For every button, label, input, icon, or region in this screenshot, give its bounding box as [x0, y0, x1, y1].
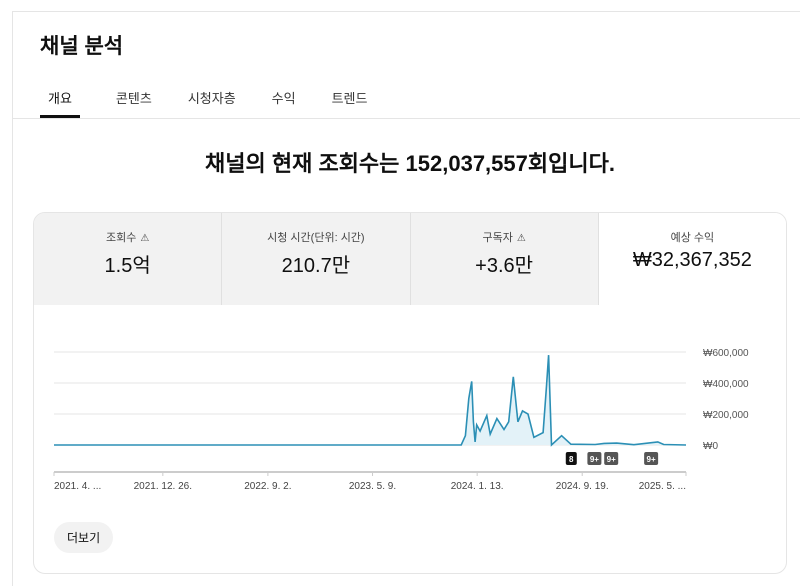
annotation-marker: [565, 452, 577, 465]
metric-value: 1.5억: [104, 255, 151, 277]
tab-audience[interactable]: 시청자층: [187, 91, 236, 106]
metric-label: 구독자: [482, 232, 513, 244]
metric-watch-time[interactable]: 시청 시간(단위: 시간) 210.7만: [222, 213, 411, 305]
tab-bar: 개요 콘텐츠 시청자층 수익 트렌드: [40, 88, 403, 118]
warning-icon: ⚠: [140, 233, 150, 244]
annotation-label: 9+: [647, 455, 656, 464]
metric-value: 210.7만: [281, 255, 351, 277]
metric-subscribers[interactable]: 구독자 ⚠ +3.6만: [410, 213, 599, 305]
metric-value: ₩32,367,352: [632, 249, 752, 271]
y-tick-label: ₩200,000: [703, 410, 749, 421]
analytics-card: 조회수 ⚠ 1.5억 시청 시간(단위: 시간) 210.7만 구독자 ⚠ +3.6…: [33, 212, 787, 574]
annotation-label: 9+: [607, 455, 616, 464]
annotation-marker: [604, 452, 619, 465]
metric-value: +3.6만: [475, 255, 534, 277]
warning-icon: ⚠: [516, 233, 526, 244]
metric-label: 시청 시간(단위: 시간): [267, 232, 365, 244]
sidebar-border: [12, 11, 13, 586]
more-button[interactable]: 더보기: [54, 522, 114, 553]
headline: 채널의 현재 조회수는 152,037,557회입니다.: [205, 151, 615, 176]
tab-trends[interactable]: 트렌드: [331, 91, 368, 106]
tab-content[interactable]: 콘텐츠: [115, 91, 152, 106]
x-tick-label: 2022. 9. 2.: [244, 481, 291, 492]
metric-views[interactable]: 조회수 ⚠ 1.5억: [34, 213, 223, 305]
x-tick-label: 2024. 1. 13.: [451, 481, 504, 492]
series-line: [54, 355, 687, 447]
series-area: [54, 355, 686, 445]
annotation-label: 8: [569, 455, 574, 464]
page-title: 채널 분석: [40, 35, 124, 58]
metric-label: 조회수: [105, 232, 137, 244]
top-border: [12, 11, 800, 12]
metric-estimated-revenue[interactable]: 예상 수익 ₩32,367,352: [598, 213, 786, 305]
x-tick-label: 2021. 4. ...: [54, 481, 101, 492]
x-tick-label: 2021. 12. 26.: [134, 481, 192, 492]
annotation-marker: [644, 452, 659, 465]
tab-divider: [12, 118, 800, 119]
annotation-marker: [587, 452, 602, 465]
y-tick-label: ₩400,000: [703, 379, 749, 390]
x-tick-label: 2024. 9. 19.: [556, 481, 609, 492]
metric-label: 예상 수익: [670, 232, 715, 244]
x-tick-label: 2023. 5. 9.: [349, 481, 396, 492]
y-tick-label: ₩0: [703, 441, 718, 452]
annotation-label: 9+: [590, 455, 599, 464]
tab-overview[interactable]: 개요: [40, 88, 80, 118]
tab-revenue[interactable]: 수익: [271, 91, 296, 106]
y-tick-label: ₩600,000: [703, 348, 749, 359]
x-tick-label: 2025. 5. ...: [639, 481, 686, 492]
